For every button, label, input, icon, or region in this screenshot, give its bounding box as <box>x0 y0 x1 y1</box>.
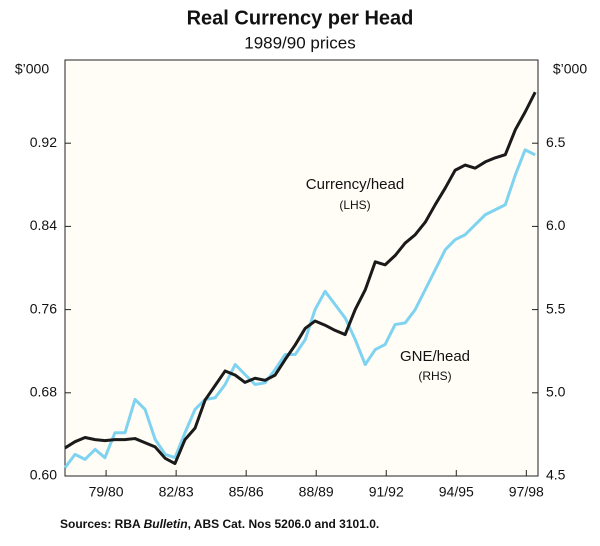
y-tick-label: 0.76 <box>30 300 57 316</box>
y-tick-label: 0.92 <box>30 134 57 150</box>
x-tick-label: 82/83 <box>159 484 194 500</box>
y2-tick-label: 6.0 <box>546 217 566 233</box>
y-unit: $’000 <box>15 61 49 77</box>
source: Sources: RBA Bulletin, ABS Cat. Nos 5206… <box>60 517 379 531</box>
series-line <box>64 91 537 466</box>
y2-tick-label: 5.5 <box>546 300 566 316</box>
source-part: , ABS Cat. Nos 5206.0 and 3101.0. <box>188 517 380 531</box>
series-label: Currency/head <box>306 176 404 193</box>
x-tick-label: 97/98 <box>509 484 544 500</box>
chart-subtitle: 1989/90 prices <box>244 33 356 52</box>
x-tick-label: 85/86 <box>229 484 264 500</box>
y2-tick-label: 6.5 <box>546 134 566 150</box>
y-tick-label: 0.68 <box>30 384 57 400</box>
x-tick-label: 79/80 <box>89 484 124 500</box>
y-tick-label: 0.84 <box>30 217 57 233</box>
series-note: (RHS) <box>418 369 451 383</box>
x-tick-label: 91/92 <box>369 484 404 500</box>
y-tick-label: 0.60 <box>30 467 57 483</box>
series-label: GNE/head <box>400 348 470 365</box>
source-part: Sources: RBA <box>60 517 144 531</box>
series-note: (LHS) <box>339 198 370 212</box>
chart-title: Real Currency per Head <box>187 7 414 29</box>
x-tick-label: 94/95 <box>439 484 474 500</box>
y2-tick-label: 5.0 <box>546 384 566 400</box>
y2-tick-label: 4.5 <box>546 467 566 483</box>
series-line <box>63 148 536 469</box>
x-tick-label: 88/89 <box>299 484 334 500</box>
plot-area <box>64 59 539 477</box>
y2-unit: $’000 <box>553 61 587 77</box>
source-part: Bulletin <box>144 517 188 531</box>
